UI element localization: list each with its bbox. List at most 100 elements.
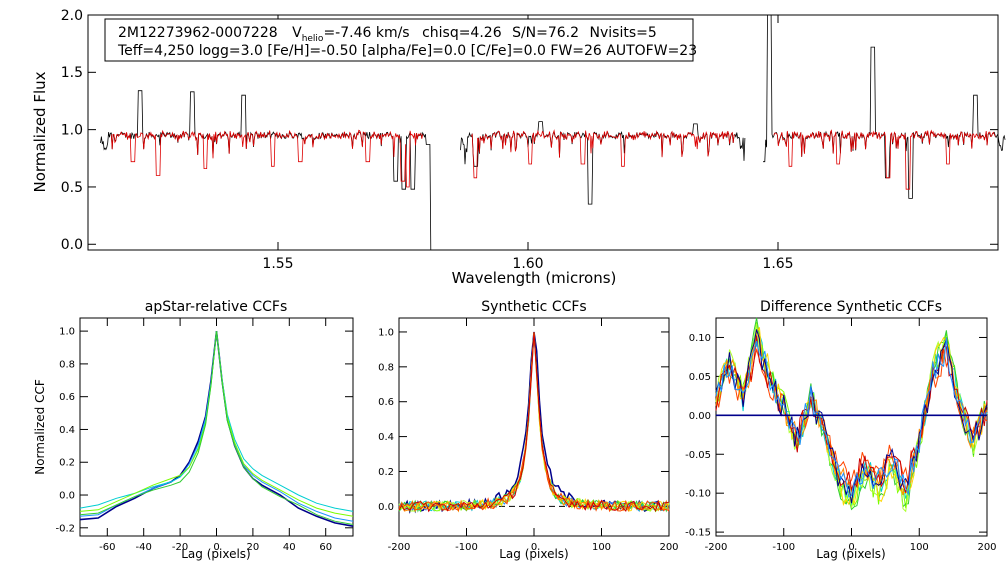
difference-xtick-label: 200 (977, 542, 996, 553)
apstar-ytick-label: 0.6 (59, 392, 75, 403)
spectrum-axes-frame (87, 14, 999, 251)
apstar-lines (79, 331, 354, 527)
apstar-ccf-series-lime (79, 331, 354, 517)
difference-lines (715, 317, 988, 513)
apstar-xtick-label: 0 (213, 542, 219, 553)
star-id: 2M12273962-0007228 (118, 25, 278, 41)
synthetic-title: Synthetic CCFs (481, 299, 586, 315)
difference-ccf-series-6 (715, 329, 988, 496)
synthetic-lines (398, 331, 670, 514)
apstar-xtick-label: -60 (99, 542, 115, 553)
synthetic-ccf-series-4 (398, 331, 670, 513)
difference-xtick-label: 0 (848, 542, 854, 553)
difference-ytick-label: -0.05 (685, 450, 711, 461)
apstar-ytick-label: 0.2 (59, 458, 75, 469)
synthetic-ticks: -200 -100 0 100 200 0.0 0.2 0.4 0.6 0.8 1.0 (378, 318, 679, 553)
apstar-xtick-label: 20 (247, 542, 260, 553)
synthetic-ccf-series-3 (398, 331, 670, 512)
synthetic-xlabel: Lag (pixels) (499, 547, 569, 561)
apstar-xtick-label: -20 (172, 542, 188, 553)
spectrum-ytick-label: 0.0 (61, 237, 83, 253)
synthetic-ytick-label: 0.2 (378, 467, 394, 478)
difference-ccf-series-4 (715, 323, 988, 513)
synthetic-xtick-label: 100 (592, 542, 611, 553)
vhelio-sub: helio (302, 34, 324, 44)
header-line-1: 2M12273962-0007228 Vhelio=-7.46 km/s chi… (118, 25, 657, 44)
apstar-xtick-label: 40 (283, 542, 296, 553)
difference-ccf-series-9 (715, 329, 988, 504)
spectrum-ylabel: Normalized Flux (31, 71, 49, 192)
spectrum-ytick-label: 0.5 (61, 180, 83, 196)
difference-ytick-label: -0.10 (685, 489, 711, 500)
spectrum-ytick-label: 1.5 (61, 65, 83, 81)
observed-spectrum-segment-1 (100, 90, 433, 251)
spectrum-ytick-label: 2.0 (61, 8, 83, 24)
snr-value: S/N=76.2 (512, 25, 579, 41)
difference-ytick-label: 0.05 (689, 372, 711, 383)
spectrum-ytick-label: 1.0 (61, 123, 83, 139)
apstar-title: apStar-relative CCFs (145, 299, 288, 315)
spectrum-xtick-label: 1.65 (762, 256, 793, 272)
apstar-xlabel: Lag (pixels) (181, 547, 251, 561)
synthetic-ytick-label: 0.0 (378, 502, 394, 513)
difference-ccf-series-7 (715, 347, 988, 486)
apstar-ytick-label: 1.0 (59, 327, 75, 338)
apstar-ticks: -60 -40 -20 0 20 40 60 -0.2 0.0 0.2 0.4 0.6 0.8 1.0 (55, 318, 353, 553)
difference-xtick-label: -100 (772, 542, 795, 553)
difference-title: Difference Synthetic CCFs (760, 299, 942, 315)
apstar-ccf-series-cyan (79, 331, 354, 512)
spectrum-xtick-label: 1.55 (262, 256, 293, 272)
synthetic-ytick-label: 1.0 (378, 327, 394, 338)
synthetic-ytick-label: 0.4 (378, 432, 394, 443)
difference-ccf-series-10 (715, 337, 988, 498)
difference-ytick-label: -0.15 (685, 528, 711, 539)
difference-xtick-label: -200 (705, 542, 728, 553)
observed-spectrum-segment-3 (763, 14, 1006, 199)
model-spectrum-segment-2 (470, 129, 736, 179)
model-spectrum-segment-1 (110, 129, 424, 188)
synthetic-ccf-panel: Synthetic CCFs Lag (pixels) -200 -100 0 100… (378, 299, 678, 561)
synthetic-xtick-label: -100 (455, 542, 478, 553)
apstar-ccf-panel: apStar-relative CCFs Lag (pixels) Normal… (33, 299, 354, 561)
chisq-value: chisq=4.26 (422, 25, 502, 41)
synthetic-ccf-series-2 (398, 331, 670, 512)
nvisits-value: Nvisits=5 (590, 25, 657, 41)
difference-ytick-label: 0.00 (689, 411, 711, 422)
model-spectrum-segment-3 (773, 129, 996, 190)
synthetic-ccf-series-7 (398, 331, 669, 513)
spectrum-ticks: 1.55 1.60 1.65 0.0 0.5 1.0 1.5 2.0 (61, 8, 998, 272)
difference-ticks: -200 -100 0 100 200 -0.15 -0.10 -0.05 0.00 0.05 0.… (685, 318, 997, 553)
synthetic-ccf-series-1 (398, 331, 670, 514)
header-line-2: Teff=4,250 logg=3.0 [Fe/H]=-0.50 [alpha/… (117, 43, 697, 59)
spectrum-xtick-label: 1.60 (512, 256, 543, 272)
apstar-ytick-label: -0.2 (55, 523, 75, 534)
spectrum-xlabel: Wavelength (microns) (452, 269, 617, 287)
spectrum-lines (100, 14, 1006, 251)
apstar-ccf-series-blue (79, 331, 354, 522)
apstar-ytick-label: 0.4 (59, 425, 75, 436)
difference-ccf-panel: Difference Synthetic CCFs Lag (pixels) -… (685, 299, 996, 561)
apstar-xtick-label: -40 (136, 542, 152, 553)
synthetic-ccf-series-5 (398, 331, 670, 513)
synthetic-ccf-series-6 (398, 331, 670, 513)
synthetic-ccf-series-9 (398, 331, 670, 513)
difference-ccf-series-8 (715, 335, 988, 495)
synthetic-xtick-label: -200 (388, 542, 411, 553)
header-box (104, 18, 694, 62)
spectrum-panel: 1.55 1.60 1.65 0.0 0.5 1.0 1.5 2.0 Wavelength (… (31, 8, 1006, 287)
difference-ytick-label: 0.10 (689, 333, 711, 344)
apstar-xtick-label: 60 (319, 542, 332, 553)
synthetic-ytick-label: 0.6 (378, 397, 394, 408)
difference-xlabel: Lag (pixels) (816, 547, 886, 561)
apstar-ccf-series-green (79, 331, 354, 525)
synthetic-ytick-label: 0.8 (378, 362, 394, 373)
synthetic-xtick-label: 200 (659, 542, 678, 553)
apstar-ytick-label: 0.8 (59, 359, 75, 370)
vhelio-label: V (292, 25, 302, 41)
synthetic-ccf-series-10 (398, 331, 670, 513)
vhelio-value: =-7.46 km/s (323, 25, 409, 41)
synthetic-ccf-series-8 (398, 331, 670, 513)
apstar-ytick-label: 0.0 (59, 491, 75, 502)
synthetic-xtick-label: 0 (531, 542, 537, 553)
